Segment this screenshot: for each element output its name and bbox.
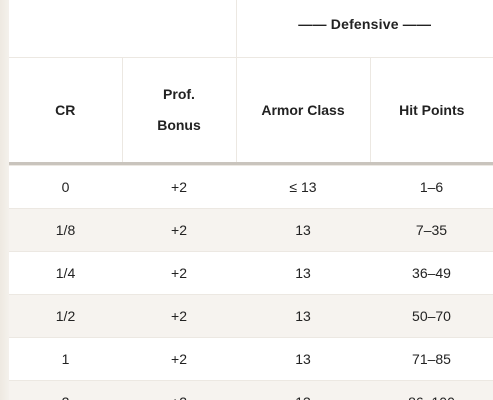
column-header-hit-points: Hit Points: [369, 57, 493, 162]
column-header-prof-bonus: Prof. Bonus: [121, 57, 236, 162]
cell-ac: 13: [236, 380, 370, 400]
cell-prof: +2: [122, 251, 236, 295]
group-spacer: [9, 0, 122, 58]
cell-ac: 13: [236, 294, 370, 338]
column-header-row: CR Prof. Bonus Armor Class Hit Points: [9, 57, 493, 162]
table-row: 1 +2 13 71–85: [9, 337, 493, 381]
header-divider: [9, 162, 493, 166]
cell-cr: 1/8: [9, 208, 122, 252]
group-header-row: —— Defensive ——: [9, 0, 493, 58]
table-row: 1/2 +2 13 50–70: [9, 294, 493, 338]
prof-label-line2: Bonus: [157, 117, 201, 133]
prof-label-line1: Prof.: [163, 86, 195, 102]
cell-cr: 1: [9, 337, 122, 381]
column-header-cr: CR: [55, 102, 76, 118]
cell-hp: 1–6: [370, 165, 493, 209]
cell-ac: 13: [236, 251, 370, 295]
group-spacer: [122, 0, 236, 58]
cell-hp: 50–70: [370, 294, 493, 338]
cell-prof: +2: [122, 337, 236, 381]
cell-prof: +2: [122, 294, 236, 338]
table-row: 0 +2 ≤ 13 1–6: [9, 165, 493, 209]
cell-prof: +2: [122, 208, 236, 252]
table-row: 1/8 +2 13 7–35: [9, 208, 493, 252]
column-header-armor-class: Armor Class: [235, 57, 370, 162]
cell-hp: 36–49: [370, 251, 493, 295]
monster-stats-table: —— Defensive —— CR Prof. Bonus Armor Cla…: [9, 0, 493, 400]
cell-cr: 1/2: [9, 294, 122, 338]
defensive-group-header: —— Defensive ——: [235, 0, 493, 58]
cell-cr: 1/4: [9, 251, 122, 295]
cell-ac: 13: [236, 208, 370, 252]
cell-hp: 86–100: [370, 380, 493, 400]
cell-hp: 7–35: [370, 208, 493, 252]
table-row: 1/4 +2 13 36–49: [9, 251, 493, 295]
cell-cr: 2: [9, 380, 122, 400]
cell-prof: +2: [122, 165, 236, 209]
table-row: 2 +2 13 86–100: [9, 380, 493, 400]
cell-prof: +2: [122, 380, 236, 400]
cell-ac: ≤ 13: [236, 165, 370, 209]
page-margin: [0, 0, 9, 400]
cell-hp: 71–85: [370, 337, 493, 381]
cell-ac: 13: [236, 337, 370, 381]
cell-cr: 0: [9, 165, 122, 209]
